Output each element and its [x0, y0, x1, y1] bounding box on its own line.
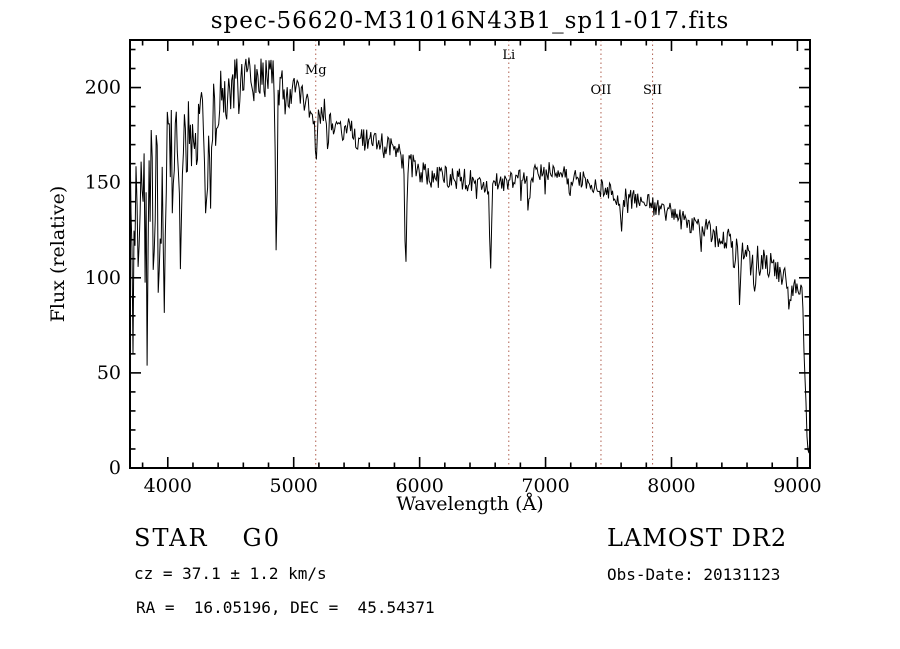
x-tick-label: 7000	[521, 475, 569, 497]
marker-label-oii: OII	[590, 83, 611, 98]
marker-label-mg: Mg	[305, 63, 327, 78]
radec-text: RA = 16.05196, DEC = 45.54371	[136, 598, 435, 617]
cz-text: cz = 37.1 ± 1.2 km/s	[134, 564, 327, 583]
spectrum-line	[129, 57, 811, 454]
x-tick-label: 4000	[144, 475, 192, 497]
x-tick-label: 8000	[647, 475, 695, 497]
y-tick-label: 0	[109, 457, 121, 479]
spectrum-plot: Mg Li OII SII 4000 5000 6000 7000 8000 9000 0 50 100…	[85, 39, 822, 497]
x-tick-label: 9000	[773, 475, 821, 497]
plot-frame	[129, 39, 811, 469]
marker-label-sii: SII	[643, 83, 662, 98]
obs-date-text: Obs-Date: 20131123	[607, 565, 781, 584]
survey-text: LAMOST DR2	[607, 524, 788, 552]
object-type: STAR	[134, 524, 209, 552]
subclass: G0	[242, 524, 281, 552]
y-tick-label: 100	[85, 267, 121, 289]
marker-label-li: Li	[502, 48, 515, 63]
x-tick-label: 5000	[270, 475, 318, 497]
plot-title: spec-56620-M31016N43B1_sp11-017.fits	[210, 8, 730, 34]
x-tick-label: 6000	[395, 475, 443, 497]
y-tick-label: 200	[85, 77, 121, 99]
y-tick-label: 50	[97, 362, 121, 384]
x-axis-label: Wavelength (Å)	[396, 493, 544, 515]
y-tick-label: 150	[85, 172, 121, 194]
y-axis-label: Flux (relative)	[47, 185, 69, 323]
classification-text: STAR G0	[134, 524, 281, 552]
